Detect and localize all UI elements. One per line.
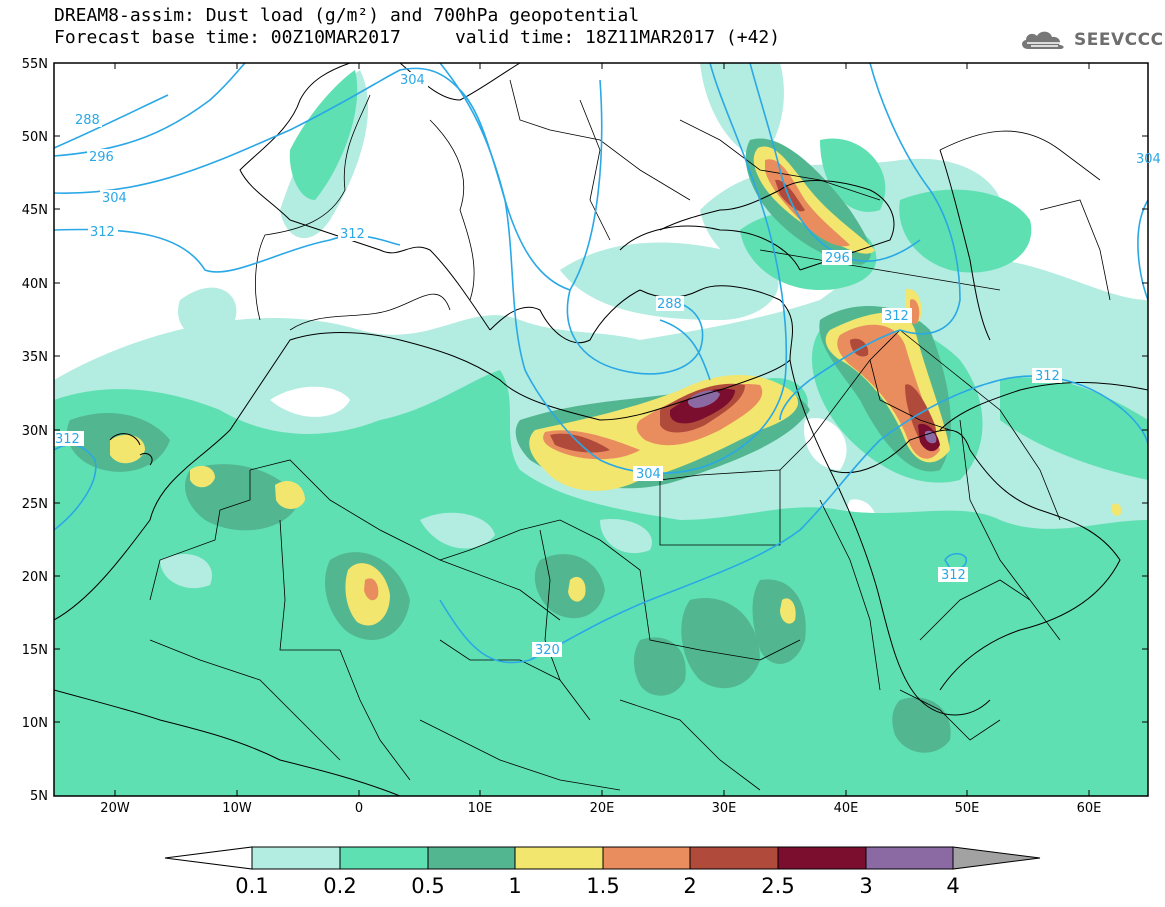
colorbar-arrow-high bbox=[952, 846, 1041, 870]
title-line-2: Forecast base time: 00Z10MAR2017 valid t… bbox=[54, 27, 781, 48]
cloud-icon bbox=[1022, 31, 1064, 49]
lat-label: 35N bbox=[22, 350, 48, 365]
lon-label: 60E bbox=[1077, 801, 1102, 816]
longitude-axis bbox=[114, 63, 1090, 796]
contour-label: 304 bbox=[400, 73, 425, 88]
logo-text: SEEVCCC bbox=[1074, 30, 1164, 50]
lat-label: 50N bbox=[22, 130, 48, 145]
colorbar-tick: 1 bbox=[508, 874, 521, 898]
longitude-labels: 20W 10W 0 10E 20E 30E 40E 50E 60E bbox=[100, 801, 1101, 816]
contour-label: 312 bbox=[340, 227, 365, 242]
contour-label: 312 bbox=[90, 225, 115, 240]
lon-label: 20E bbox=[590, 801, 615, 816]
colorbar-bin bbox=[514, 846, 604, 870]
colorbar-bin bbox=[339, 846, 429, 870]
contour-label: 304 bbox=[102, 191, 127, 206]
colorbar-bin bbox=[602, 846, 691, 870]
colorbar-tick: 0.1 bbox=[235, 874, 268, 898]
lon-label: 40E bbox=[834, 801, 859, 816]
lon-label: 20W bbox=[100, 801, 130, 816]
lat-label: 30N bbox=[22, 424, 48, 439]
colorbar-bin bbox=[251, 846, 341, 870]
colorbar-tick: 3 bbox=[859, 874, 872, 898]
contour-label-edge: 304 bbox=[1136, 152, 1161, 167]
logo: SEEVCCC bbox=[1018, 28, 1164, 52]
latitude-axis bbox=[54, 62, 1148, 723]
colorbar-tick: 0.5 bbox=[411, 874, 444, 898]
colorbar-tick: 4 bbox=[946, 874, 959, 898]
lon-label: 50E bbox=[955, 801, 980, 816]
colorbar-bin bbox=[689, 846, 779, 870]
colorbar-bin bbox=[865, 846, 954, 870]
dust-gaps bbox=[160, 512, 652, 589]
lon-label: 10E bbox=[468, 801, 493, 816]
colorbar-tick: 2.5 bbox=[761, 874, 794, 898]
contour-label: 312 bbox=[941, 568, 966, 583]
colorbar-tick: 0.2 bbox=[323, 874, 356, 898]
contour-label: 296 bbox=[825, 251, 850, 266]
colorbar-labels: 0.1 0.2 0.5 1 1.5 2 2.5 3 4 bbox=[235, 874, 959, 898]
lat-label: 10N bbox=[22, 716, 48, 731]
contour-label: 320 bbox=[535, 643, 560, 658]
colorbar-arrow-low bbox=[164, 846, 253, 870]
contour-label: 312 bbox=[55, 432, 80, 447]
lat-label: 5N bbox=[30, 789, 48, 804]
lat-label: 40N bbox=[22, 277, 48, 292]
coastlines bbox=[54, 63, 1148, 796]
lon-label: 10W bbox=[222, 801, 252, 816]
contour-label: 296 bbox=[89, 150, 114, 165]
lat-label: 45N bbox=[22, 203, 48, 218]
colorbar bbox=[164, 846, 1041, 870]
colorbar-tick: 2 bbox=[683, 874, 696, 898]
lon-label: 0 bbox=[355, 801, 363, 816]
contour-label: 312 bbox=[1035, 369, 1060, 384]
colorbar-bin bbox=[427, 846, 516, 870]
latitude-labels: 55N 50N 45N 40N 35N 30N 25N 20N 15N 10N … bbox=[22, 57, 48, 804]
colorbar-tick: 1.5 bbox=[586, 874, 619, 898]
contour-label: 312 bbox=[884, 309, 909, 324]
dust-field bbox=[54, 63, 1148, 796]
lat-label: 20N bbox=[22, 570, 48, 585]
colorbar-bin bbox=[777, 846, 867, 870]
contour-label: 304 bbox=[636, 467, 661, 482]
contour-label: 288 bbox=[75, 113, 100, 128]
title-line-1: DREAM8-assim: Dust load (g/m²) and 700hP… bbox=[54, 5, 640, 26]
contour-label: 288 bbox=[657, 297, 682, 312]
lat-label: 25N bbox=[22, 497, 48, 512]
contour-labels: 288 296 304 312 312 304 296 304 288 312 … bbox=[54, 72, 1062, 658]
lon-label: 30E bbox=[712, 801, 737, 816]
lat-label: 15N bbox=[22, 643, 48, 658]
lat-label: 55N bbox=[22, 57, 48, 72]
